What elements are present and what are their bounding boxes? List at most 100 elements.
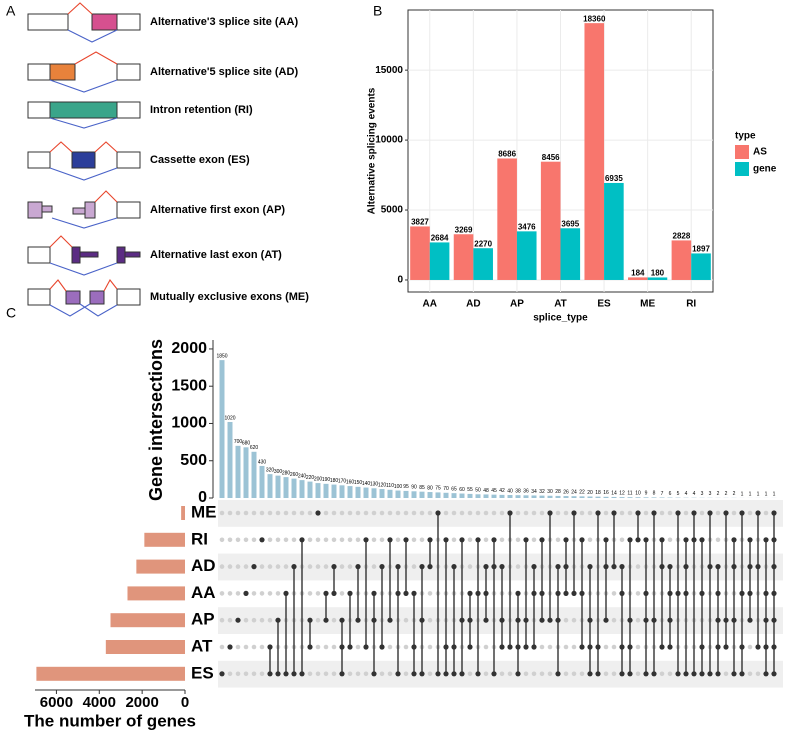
empty-dot bbox=[635, 591, 641, 596]
empty-dot bbox=[411, 537, 417, 543]
empty-dot bbox=[307, 510, 313, 516]
member-dot bbox=[467, 590, 473, 597]
empty-dot bbox=[227, 617, 233, 623]
member-dot bbox=[539, 617, 545, 623]
member-dot bbox=[771, 590, 777, 597]
empty-dot bbox=[539, 510, 545, 516]
member-dot bbox=[731, 617, 737, 623]
member-dot bbox=[691, 671, 697, 677]
value-label: 3476 bbox=[518, 222, 536, 231]
member-dot bbox=[451, 671, 457, 677]
member-dot bbox=[683, 671, 689, 677]
empty-dot bbox=[307, 564, 313, 569]
member-dot bbox=[339, 671, 345, 677]
member-dot bbox=[771, 671, 777, 677]
intersection-bar bbox=[259, 465, 265, 498]
set-label: RI bbox=[191, 529, 208, 548]
empty-dot bbox=[467, 564, 473, 569]
set-size-bar bbox=[181, 506, 185, 520]
member-dot bbox=[531, 644, 537, 650]
bar-value-label: 8 bbox=[653, 491, 656, 497]
empty-dot bbox=[251, 537, 257, 543]
member-dot bbox=[651, 617, 657, 623]
bar-value-label: 1 bbox=[757, 491, 760, 497]
empty-dot bbox=[715, 537, 721, 543]
member-dot bbox=[475, 537, 481, 543]
bar-value-label: 20 bbox=[587, 490, 593, 496]
empty-dot bbox=[547, 671, 553, 677]
member-dot bbox=[763, 590, 769, 597]
empty-dot bbox=[227, 671, 233, 677]
member-dot bbox=[563, 590, 569, 597]
member-dot bbox=[723, 644, 729, 650]
value-label: 2270 bbox=[474, 239, 492, 248]
member-dot bbox=[483, 617, 489, 623]
member-dot bbox=[691, 510, 697, 516]
empty-dot bbox=[443, 510, 449, 516]
panel-a: A Alternative'3 splice site (AA) Alterna… bbox=[6, 2, 309, 317]
member-dot bbox=[251, 564, 257, 570]
bar-value-label: 22 bbox=[579, 490, 585, 496]
member-dot bbox=[739, 671, 745, 677]
member-dot bbox=[659, 537, 665, 543]
member-dot bbox=[483, 590, 489, 597]
intersection-bar bbox=[563, 496, 569, 498]
intersection-bar bbox=[371, 488, 377, 498]
member-dot bbox=[731, 537, 737, 543]
empty-dot bbox=[243, 644, 249, 650]
empty-dot bbox=[251, 617, 257, 623]
empty-dot bbox=[499, 510, 505, 516]
member-dot bbox=[435, 510, 441, 516]
empty-dot bbox=[699, 510, 705, 516]
y-tick-label: 0 bbox=[198, 489, 207, 506]
member-dot bbox=[603, 617, 609, 623]
intersection-bar bbox=[307, 481, 313, 498]
empty-dot bbox=[267, 510, 273, 516]
member-dot bbox=[771, 617, 777, 623]
member-dot bbox=[747, 617, 753, 623]
member-dot bbox=[691, 537, 697, 543]
empty-dot bbox=[387, 644, 393, 650]
bar-value-label: 240 bbox=[298, 473, 307, 479]
empty-dot bbox=[275, 510, 281, 516]
x-axis-title: The number of genes bbox=[24, 711, 196, 730]
bar bbox=[516, 231, 537, 280]
member-dot bbox=[459, 537, 465, 543]
set-size-bar bbox=[110, 613, 185, 628]
member-dot bbox=[515, 590, 521, 597]
value-label: 2684 bbox=[431, 234, 449, 243]
bar-value-label: 1 bbox=[765, 491, 768, 497]
empty-dot bbox=[387, 510, 393, 516]
member-dot bbox=[499, 564, 505, 570]
x-tick-label: ES bbox=[597, 299, 611, 310]
intersection-bar bbox=[523, 495, 529, 498]
member-dot bbox=[307, 617, 313, 623]
empty-dot bbox=[547, 644, 553, 650]
bar-value-label: 120 bbox=[378, 482, 387, 488]
member-dot bbox=[411, 644, 417, 650]
bar-value-label: 7 bbox=[661, 491, 664, 497]
empty-dot bbox=[267, 617, 273, 623]
member-dot bbox=[683, 564, 689, 570]
bar-value-label: 80 bbox=[427, 485, 433, 491]
y-tick-label: 15000 bbox=[375, 65, 403, 76]
bar-value-label: 2 bbox=[725, 491, 728, 497]
bar-value-label: 280 bbox=[282, 470, 291, 476]
empty-dot bbox=[563, 671, 569, 677]
member-dot bbox=[275, 617, 281, 623]
empty-dot bbox=[235, 537, 241, 543]
x-tick-label: 4000 bbox=[83, 694, 116, 711]
member-dot bbox=[499, 644, 505, 650]
member-dot bbox=[643, 590, 649, 597]
member-dot bbox=[331, 590, 337, 597]
bar bbox=[540, 161, 561, 280]
member-dot bbox=[491, 564, 497, 570]
empty-dot bbox=[419, 537, 425, 543]
bar-value-label: 1 bbox=[741, 491, 744, 497]
member-dot bbox=[747, 564, 753, 570]
bar-value-label: 14 bbox=[611, 490, 617, 496]
empty-dot bbox=[291, 537, 297, 543]
bar-value-label: 26 bbox=[563, 489, 569, 495]
empty-dot bbox=[603, 671, 609, 677]
